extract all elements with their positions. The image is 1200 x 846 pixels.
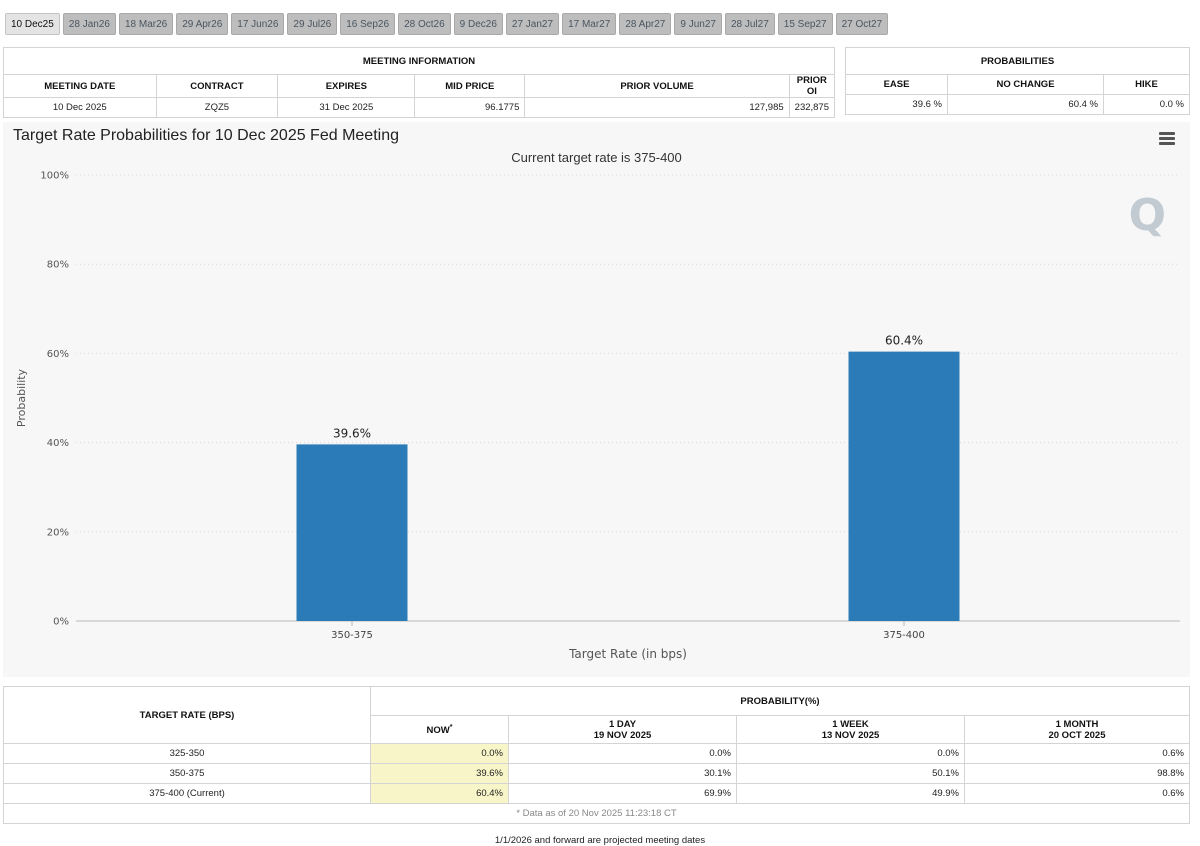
ease-value: 39.6 % xyxy=(845,94,948,115)
y-tick-label: 0% xyxy=(53,617,69,628)
col-1-month-label: 1 MONTH xyxy=(1055,718,1099,730)
col-now-mark: * xyxy=(449,724,453,732)
now-cell: 39.6% xyxy=(370,763,509,784)
expires-value: 31 Dec 2025 xyxy=(277,97,416,118)
col-1-day-label: 1 DAY xyxy=(608,718,637,730)
day-cell: 0.0% xyxy=(508,743,737,764)
y-tick-label: 20% xyxy=(47,527,69,538)
y-tick-label: 80% xyxy=(47,260,69,271)
week-cell: 49.9% xyxy=(736,783,965,804)
tab-17-jun26[interactable]: 17 Jun26 xyxy=(231,13,285,35)
tab-27-jan27[interactable]: 27 Jan27 xyxy=(505,13,560,35)
day-cell: 30.1% xyxy=(508,763,737,784)
col-1-month-date: 20 OCT 2025 xyxy=(1048,729,1106,741)
bar xyxy=(296,444,408,621)
x-axis-title: Target Rate (in bps) xyxy=(568,647,687,661)
col-1-month: 1 MONTH 20 OCT 2025 xyxy=(964,715,1190,744)
col-1-day-date: 19 NOV 2025 xyxy=(593,729,652,741)
y-tick-label: 40% xyxy=(47,438,69,449)
col-1-week-date: 13 NOV 2025 xyxy=(821,729,880,741)
col-now: NOW* xyxy=(370,715,509,744)
meeting-date-value: 10 Dec 2025 xyxy=(3,97,157,118)
col-1-week: 1 WEEK 13 NOV 2025 xyxy=(736,715,965,744)
month-cell: 98.8% xyxy=(964,763,1190,784)
now-cell: 60.4% xyxy=(370,783,509,804)
tab-29-jul26[interactable]: 29 Jul26 xyxy=(287,13,338,35)
target-rate-table: TARGET RATE (BPS) PROBABILITY(%) NOW* 1 … xyxy=(3,686,1190,824)
tab-18-mar26[interactable]: 18 Mar26 xyxy=(118,13,174,35)
probabilities-table: PROBABILITIES EASE NO CHANGE HIKE 39.6 %… xyxy=(845,47,1190,115)
tab-16-sep26[interactable]: 16 Sep26 xyxy=(340,13,396,35)
tab-10-dec25[interactable]: 10 Dec25 xyxy=(5,13,60,35)
tab-28-jan26[interactable]: 28 Jan26 xyxy=(62,13,116,35)
data-label: 60.4% xyxy=(885,334,923,348)
watermark-logo: Q xyxy=(1128,190,1166,241)
col-1-week-label: 1 WEEK xyxy=(832,718,869,730)
chart-panel: Target Rate Probabilities for 10 Dec 202… xyxy=(3,122,1190,677)
tab-28-apr27[interactable]: 28 Apr27 xyxy=(619,13,672,35)
col-expires: EXPIRES xyxy=(277,74,416,98)
tab-28-jul27[interactable]: 28 Jul27 xyxy=(724,13,775,35)
target-rate-header: TARGET RATE (BPS) xyxy=(3,686,371,744)
col-contract: CONTRACT xyxy=(155,74,279,98)
meeting-tabs: 10 Dec25 28 Jan26 18 Mar26 29 Apr26 17 J… xyxy=(5,13,889,35)
contract-value: ZQZ5 xyxy=(155,97,279,118)
meeting-info-table: MEETING INFORMATION MEETING DATE CONTRAC… xyxy=(3,47,836,118)
meeting-info-header: MEETING INFORMATION xyxy=(3,47,835,75)
col-ease: EASE xyxy=(845,74,948,95)
table-row: 375-400 (Current) 60.4% 69.9% 49.9% 0.6% xyxy=(3,783,1190,804)
col-hike: HIKE xyxy=(1103,74,1190,95)
bar xyxy=(848,351,960,621)
col-1-day: 1 DAY 19 NOV 2025 xyxy=(508,715,737,744)
col-no-change: NO CHANGE xyxy=(947,74,1104,95)
table-row: 350-375 39.6% 30.1% 50.1% 98.8% xyxy=(3,763,1190,784)
tab-9-dec26[interactable]: 9 Dec26 xyxy=(453,13,503,35)
tab-15-sep27[interactable]: 15 Sep27 xyxy=(777,13,833,35)
col-meeting-date: MEETING DATE xyxy=(3,74,157,98)
no-change-value: 60.4 % xyxy=(947,94,1104,115)
footer-note: 1/1/2026 and forward are projected meeti… xyxy=(494,835,706,846)
x-tick-label: 350-375 xyxy=(331,630,373,641)
hamburger-menu-icon[interactable] xyxy=(1159,132,1175,146)
data-label: 39.6% xyxy=(333,426,371,440)
tab-9-jun27[interactable]: 9 Jun27 xyxy=(674,13,722,35)
month-cell: 0.6% xyxy=(964,743,1190,764)
col-prior-oi: PRIOR OI xyxy=(788,74,836,98)
probabilities-header: PROBABILITIES xyxy=(845,47,1190,75)
x-tick-label: 375-400 xyxy=(883,630,925,641)
col-prior-volume: PRIOR VOLUME xyxy=(524,74,790,98)
chart-subtitle: Current target rate is 375-400 xyxy=(511,150,682,165)
now-cell: 0.0% xyxy=(370,743,509,764)
rate-cell: 325-350 xyxy=(3,743,371,764)
prior-oi-value: 232,875 xyxy=(788,97,836,118)
hike-value: 0.0 % xyxy=(1103,94,1190,115)
chart-title: Target Rate Probabilities for 10 Dec 202… xyxy=(13,127,399,144)
tab-28-oct26[interactable]: 28 Oct26 xyxy=(398,13,451,35)
col-now-label: NOW xyxy=(426,725,450,737)
rate-cell: 350-375 xyxy=(3,763,371,784)
prior-volume-value: 127,985 xyxy=(524,97,790,118)
month-cell: 0.6% xyxy=(964,783,1190,804)
y-axis-title: Probability xyxy=(15,368,28,427)
tab-17-mar27[interactable]: 17 Mar27 xyxy=(562,13,617,35)
table-row: 325-350 0.0% 0.0% 0.0% 0.6% xyxy=(3,743,1190,764)
bar-chart: 0% 20% 40% 60% 80% 100% 39.6% 350-375 60.4% 375-4… xyxy=(15,171,1180,661)
y-tick-label: 100% xyxy=(40,171,69,182)
probability-header: PROBABILITY(%) xyxy=(370,686,1190,716)
day-cell: 69.9% xyxy=(508,783,737,804)
tab-27-oct27[interactable]: 27 Oct27 xyxy=(835,13,889,35)
col-mid-price: MID PRICE xyxy=(414,74,526,98)
data-timestamp-note: * Data as of 20 Nov 2025 11:23:18 CT xyxy=(3,803,1190,824)
tab-29-apr26[interactable]: 29 Apr26 xyxy=(176,13,229,35)
rate-cell: 375-400 (Current) xyxy=(3,783,371,804)
week-cell: 50.1% xyxy=(736,763,965,784)
y-tick-label: 60% xyxy=(47,349,69,360)
mid-price-value: 96.1775 xyxy=(414,97,526,118)
week-cell: 0.0% xyxy=(736,743,965,764)
